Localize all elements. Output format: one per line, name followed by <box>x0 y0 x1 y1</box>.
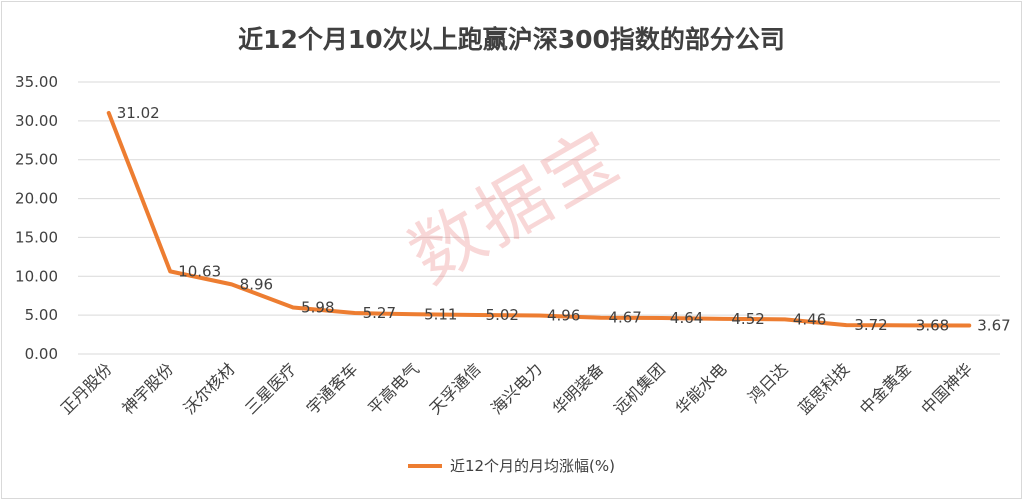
data-label: 8.96 <box>240 275 273 293</box>
y-tick-label: 35.00 <box>15 73 58 91</box>
x-tick-label: 中国神华 <box>917 359 976 418</box>
legend-swatch <box>407 463 442 468</box>
y-tick-label: 10.00 <box>15 267 58 285</box>
y-tick-label: 20.00 <box>15 190 58 208</box>
data-label: 4.64 <box>670 309 703 327</box>
data-label: 5.98 <box>301 299 334 317</box>
y-tick-label: 30.00 <box>15 112 58 130</box>
x-tick-label: 三星医疗 <box>241 359 300 418</box>
data-label: 3.68 <box>916 316 949 334</box>
data-label: 10.63 <box>178 262 221 280</box>
data-label: 5.02 <box>486 306 519 324</box>
chart-title: 近12个月10次以上跑赢沪深300指数的部分公司 <box>238 25 785 54</box>
data-label: 5.27 <box>363 304 396 322</box>
y-tick-label: 5.00 <box>25 306 58 324</box>
x-tick-label: 神宇股份 <box>118 359 177 418</box>
data-label: 31.02 <box>117 104 160 122</box>
x-tick-label: 正丹股份 <box>57 359 116 418</box>
x-tick-label: 华能水电 <box>672 359 731 418</box>
x-tick-label: 平高电气 <box>364 359 423 418</box>
y-tick-label: 25.00 <box>15 151 58 169</box>
data-label: 5.11 <box>424 305 457 323</box>
series-line <box>106 110 972 328</box>
legend-label: 近12个月的月均涨幅(%) <box>449 457 616 475</box>
x-tick-label: 远机集团 <box>610 359 669 418</box>
data-label: 4.67 <box>608 309 641 327</box>
x-tick-label: 天孚通信 <box>426 359 485 418</box>
data-label: 4.52 <box>731 310 764 328</box>
x-tick-label: 华明装备 <box>549 359 608 418</box>
x-tick-label: 海兴电力 <box>487 359 546 418</box>
x-tick-label: 宇通客车 <box>303 359 362 418</box>
x-tick-label: 中金黄金 <box>856 359 915 418</box>
data-label: 3.67 <box>977 316 1010 334</box>
x-tick-label: 鸿日达 <box>744 359 791 406</box>
y-tick-label: 15.00 <box>15 228 58 246</box>
x-tick-label: 沃尔核材 <box>180 359 239 418</box>
data-label: 4.96 <box>547 306 580 324</box>
data-label: 4.46 <box>793 310 826 328</box>
legend: 近12个月的月均涨幅(%) <box>0 455 1023 476</box>
x-tick-label: 蓝思科技 <box>794 359 853 418</box>
y-tick-label: 0.00 <box>25 345 58 363</box>
data-label: 3.72 <box>854 316 887 334</box>
